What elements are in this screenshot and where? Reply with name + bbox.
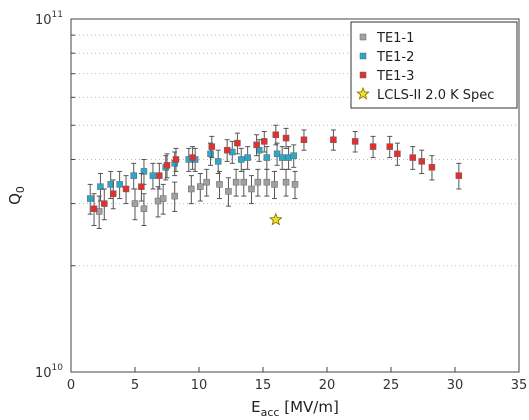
data-point [86,195,94,202]
data-point [138,183,145,190]
gridlines [71,34,519,267]
x-tick-label: 15 [255,378,272,393]
data-point [455,172,463,179]
y-axis-label: Q0 [6,186,27,205]
x-tick-label: 5 [131,378,139,393]
data-point [291,181,299,188]
data-point [97,183,104,190]
legend-marker [359,52,367,60]
series-3 [90,124,463,227]
data-point [225,188,232,195]
y-tick-exponent: 11 [52,10,63,20]
data-point [203,178,210,186]
data-point [159,195,167,202]
y-tick-exponent: 10 [52,363,64,373]
y-tick-base: 10 [35,366,52,381]
data-point [216,181,223,188]
data-point [156,172,163,179]
data-point [172,156,180,163]
data-point [394,150,401,158]
legend-entry-label: LCLS-II 2.0 K Spec [377,88,494,103]
x-axis-label: Eacc [MV/m] [251,398,339,419]
data-point [254,178,262,186]
series-4 [269,212,283,226]
legend-entry-label: TE1-3 [376,69,414,84]
data-point [90,205,98,213]
data-point [409,154,417,161]
legend-marker-star [356,86,370,100]
data-point [300,136,308,143]
x-axis-label-unit: [MV/m] [279,398,338,416]
data-point [418,158,425,165]
x-tick-label: 20 [319,378,336,393]
data-point [351,138,359,145]
data-point [232,178,240,186]
data-point [263,154,271,161]
data-point [240,178,248,186]
x-tick-label: 0 [67,378,75,393]
legend-entry-label: TE1-2 [376,50,414,65]
data-point [163,162,171,169]
data-point [244,154,251,161]
data-point [369,143,377,150]
data-point [282,134,290,142]
data-point [116,181,123,188]
x-tick-label: 30 [447,378,464,393]
data-point [223,146,231,154]
data-point [208,143,216,150]
data-point [271,181,278,188]
data-point [253,141,260,149]
x-tick-label: 35 [511,378,528,393]
data-point [130,172,137,179]
data-point [261,138,268,145]
data-point [248,185,255,193]
data-point [234,139,241,147]
data-point [330,136,337,143]
legend-entry-label: TE1-1 [376,31,414,46]
data-point [189,154,196,161]
data-point [122,185,130,193]
data-point [171,192,178,200]
data-point [278,154,286,161]
data-point [149,172,157,179]
y-tick-base: 10 [35,13,52,28]
legend-marker [359,33,367,41]
data-point [386,143,393,150]
data-point [237,156,245,163]
data-point [428,164,436,171]
data-point [197,183,204,190]
data-point [290,152,297,159]
y-tick-label: 1010 [35,363,63,381]
legend: TE1-1 TE1-2 TE1-3 LCLS-II 2.0 K Spec [350,21,518,109]
data-point [282,178,290,186]
y-axis-label-sub: 0 [14,186,27,193]
x-axis-label-main: E [251,398,260,416]
data-point [214,158,222,165]
data-point [207,150,214,158]
legend-box [350,21,518,109]
legend-marker [359,71,367,79]
data-point [263,178,271,186]
data-point [131,200,139,207]
data-point [140,168,148,175]
y-axis-label-main: Q [6,193,24,205]
data-point [109,190,117,197]
y-tick-label: 1011 [35,10,63,28]
data-point [140,205,148,213]
data-point [273,150,281,158]
data-point [272,131,280,138]
data-series [86,124,463,229]
data-point [101,200,108,207]
plot-frame [70,18,520,373]
x-tick-label: 25 [383,378,400,393]
x-tick-label: 10 [191,378,208,393]
x-axis-label-sub: acc [261,406,280,419]
series-2 [86,139,297,215]
data-point-star [269,212,283,226]
data-point [188,185,195,193]
